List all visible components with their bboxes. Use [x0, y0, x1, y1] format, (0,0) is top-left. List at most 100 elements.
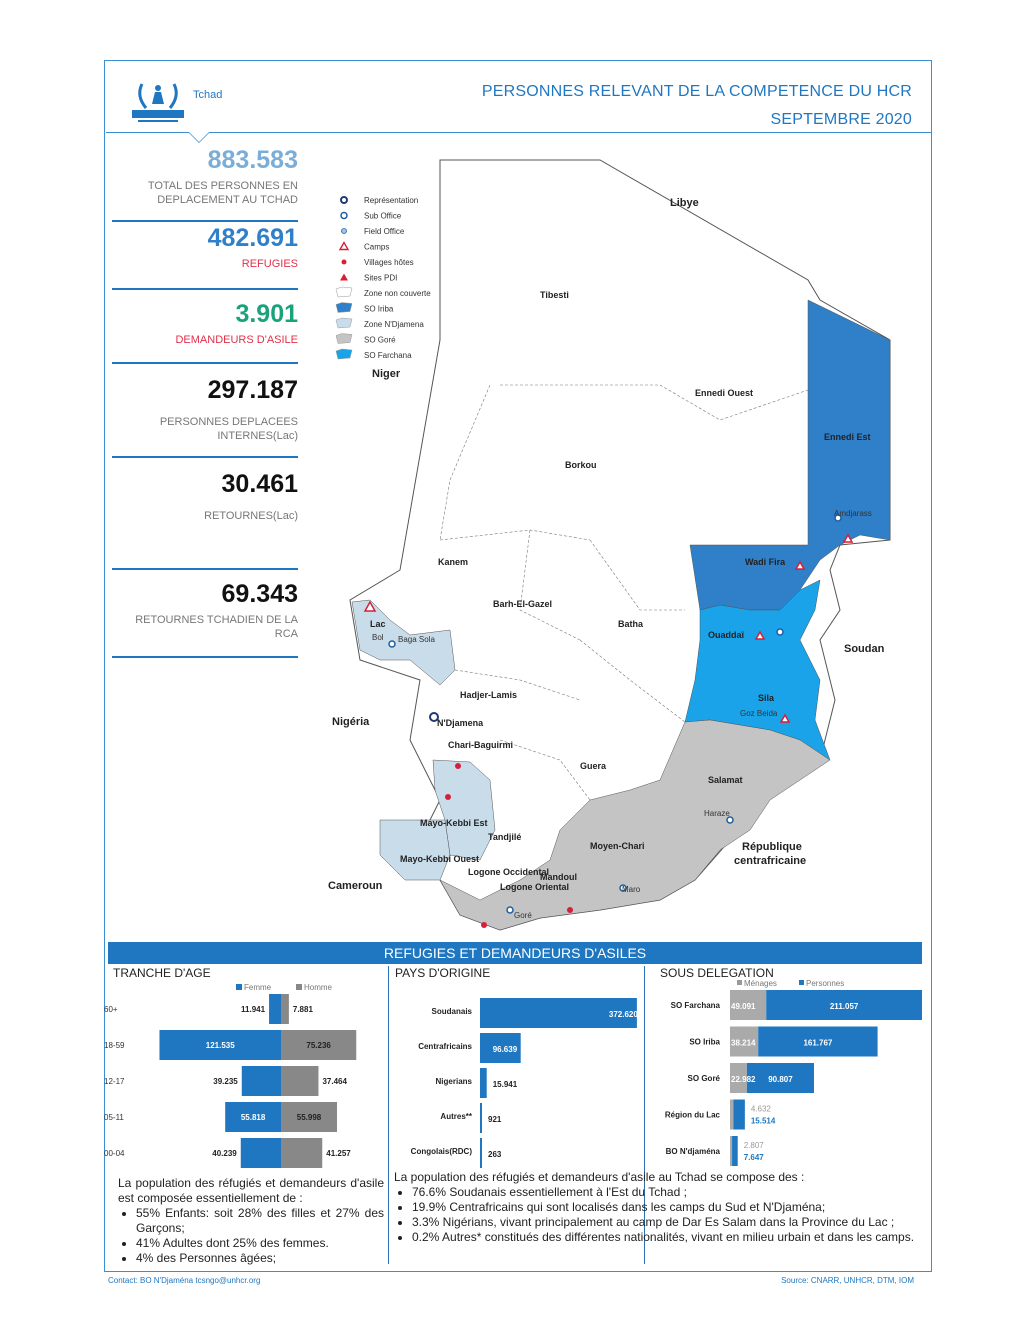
stat-label: DEMANDEURS D'ASILE — [175, 334, 298, 346]
legend-label: Camps — [364, 243, 389, 252]
age-category-label: 00-04 — [104, 1149, 125, 1158]
bar-homme — [281, 1138, 323, 1168]
label-personnes: 90.807 — [768, 1075, 793, 1084]
zone-gore-area — [439, 719, 831, 931]
place-label: Bol — [372, 633, 384, 642]
region-label: Ennedi Est — [824, 432, 871, 442]
label-personnes: 211.057 — [830, 1002, 859, 1011]
camp-marker — [754, 630, 766, 640]
legend-label: Zone N'Djamena — [364, 320, 424, 329]
section-title: REFUGIES ET DEMANDEURS D'ASILES — [108, 942, 922, 964]
stat-block: 3.901 DEMANDEURS D'ASILE — [112, 300, 298, 347]
label-femme: 121.535 — [206, 1041, 235, 1050]
bar-menages — [730, 1099, 734, 1130]
host-village-marker — [445, 794, 451, 800]
bar-personnes — [758, 1026, 878, 1057]
legend-label: Villages hôtes — [364, 258, 414, 267]
place-label: Amdjarass — [834, 509, 872, 518]
camp-marker — [794, 560, 806, 570]
bar-personnes — [733, 1099, 745, 1130]
age-paragraph: La population des réfugiés et demandeurs… — [118, 1176, 384, 1266]
legend-label: Sub Office — [364, 212, 402, 221]
place-label: Haraze — [704, 809, 730, 818]
camp-marker — [779, 713, 791, 723]
origin-value-label: 96.639 — [493, 1045, 518, 1054]
origin-value-label: 15.941 — [493, 1080, 518, 1089]
legend-menages-swatch — [737, 980, 742, 985]
zone-uncovered-swatch — [335, 286, 353, 298]
origin-intro: La population des réfugiés et demandeurs… — [394, 1170, 805, 1184]
stat-label: RETOURNES TCHADIEN DE LA RCA — [135, 614, 298, 640]
legend-label: SO Farchana — [364, 351, 412, 360]
legend-label: Zone non couverte — [364, 289, 431, 298]
stat-block: 883.583 TOTAL DES PERSONNES EN DEPLACEMEN… — [112, 146, 298, 207]
bar-personnes — [746, 1063, 814, 1093]
delegation-category-label: Région du Lac — [665, 1111, 721, 1120]
sub-office-marker — [506, 906, 514, 914]
region-label: Wadi Fira — [745, 557, 786, 567]
host-village-marker — [567, 907, 573, 913]
label-personnes: 15.514 — [751, 1117, 776, 1126]
stat-value: 3.901 — [235, 300, 298, 328]
host-village-icon — [341, 259, 347, 265]
label-personnes: 161.767 — [803, 1039, 832, 1048]
bar-femme — [269, 994, 281, 1024]
region-label: Guera — [580, 761, 607, 771]
delegation-category-label: SO Goré — [688, 1074, 721, 1083]
bar-homme — [281, 1030, 357, 1060]
so-farchana-swatch — [335, 348, 353, 360]
legend-label: Sites PDI — [364, 274, 397, 283]
bar-femme — [241, 1066, 281, 1096]
label-menages: 38.214 — [731, 1039, 756, 1048]
age-intro: La population des réfugiés et demandeurs… — [118, 1176, 384, 1205]
camp-icon — [338, 241, 350, 251]
host-village-marker — [481, 922, 487, 928]
region-label: Barh-El-Gazel — [493, 599, 552, 609]
stat-divider — [112, 362, 298, 364]
origin-category-label: Congolais(RDC) — [411, 1147, 473, 1156]
region-label: Mayo-Kebbi Ouest — [400, 854, 479, 864]
label-menages: 2.807 — [744, 1141, 765, 1150]
stat-block: 482.691 REFUGIES — [112, 224, 298, 271]
bullet-item: 0.2% Autres* constitués des différentes … — [412, 1230, 924, 1245]
footer-contact: Contact: BO N'Djaména tcsngo@unhcr.org — [108, 1276, 261, 1285]
bullet-item: 76.6% Soudanais essentiellement à l'Est … — [412, 1185, 924, 1200]
map-legend: Représentation Sub Office Field Office Camp… — [335, 196, 431, 360]
age-category-label: 05-11 — [104, 1113, 124, 1122]
age-chart: Femme Homme 60+ 11.941 7.881 18-59 121.535 75.2… — [104, 983, 357, 1168]
label-personnes: 7.647 — [744, 1153, 765, 1162]
origin-panel-title: PAYS D'ORIGINE — [395, 966, 491, 980]
map-labels: Libye Niger Soudan Nigéria Cameroun Républiqu… — [328, 197, 885, 920]
label-femme: 11.941 — [241, 1005, 266, 1014]
title-line-1: PERSONNES RELEVANT DE LA COMPETENCE DU H… — [481, 83, 912, 100]
page-frame — [104, 60, 932, 1272]
region-label: Ouaddaï — [708, 630, 745, 640]
stat-value: 30.461 — [221, 470, 298, 498]
bar-homme — [281, 1102, 337, 1132]
stat-value: 482.691 — [207, 224, 298, 252]
stat-label: REFUGIES — [241, 258, 298, 270]
bar-menages — [730, 1136, 733, 1166]
field-office-icon — [341, 228, 347, 234]
unhcr-logo — [132, 83, 184, 122]
footer-source: Source: CNARR, UNHCR, DTM, IOM — [781, 1276, 914, 1285]
legend-femme-label: Femme — [244, 983, 272, 992]
country-label: Libye — [670, 197, 699, 209]
field-office-marker — [726, 816, 734, 824]
region-label: Moyen-Chari — [590, 841, 645, 851]
place-label: Goz Beida — [740, 709, 778, 718]
label-menages: 4.632 — [751, 1105, 772, 1114]
bar-homme — [281, 994, 289, 1024]
bar-menages — [730, 1026, 759, 1057]
bar-homme — [281, 1066, 319, 1096]
page-title: PERSONNES RELEVANT DE LA COMPETENCE DU H… — [482, 78, 912, 134]
label-homme: 7.881 — [293, 1005, 314, 1014]
stat-block: 297.187 PERSONNES DEPLACEES INTERNES(Lac) — [112, 376, 298, 443]
bar-femme — [240, 1138, 281, 1168]
delegation-category-label: SO Farchana — [671, 1001, 721, 1010]
bar-menages — [730, 1063, 747, 1093]
origin-bar — [480, 1033, 521, 1063]
country-name: Tchad — [193, 89, 223, 101]
stat-divider — [112, 656, 298, 658]
camp-marker — [842, 533, 854, 543]
